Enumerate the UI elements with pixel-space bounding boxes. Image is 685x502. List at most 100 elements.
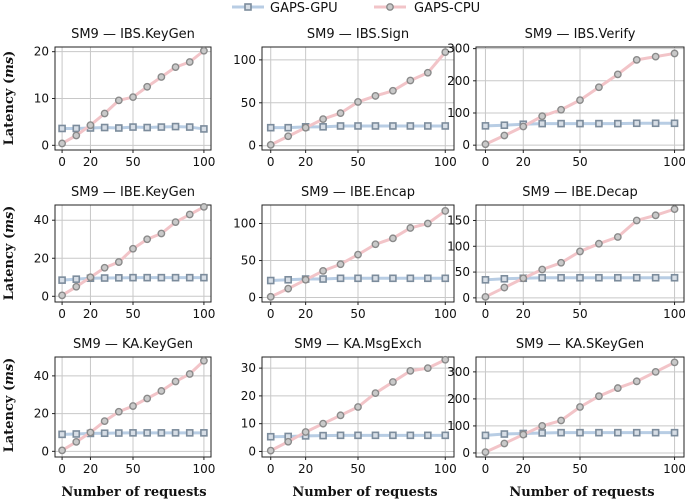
- x-tick-label: 50: [350, 462, 365, 476]
- x-tick-label: 20: [83, 462, 98, 476]
- panel-8: SM9 — KA.MsgExch 0 10 20 30 0 20 50 100: [241, 337, 457, 476]
- x-tick-label: 0: [267, 155, 275, 169]
- gpu-point: [406, 431, 415, 440]
- x-tick-label: 50: [125, 307, 140, 321]
- cpu-point: [595, 392, 603, 401]
- cpu-point: [86, 121, 95, 130]
- gpu-point: [500, 430, 509, 438]
- y-tick-label: 50: [455, 265, 470, 279]
- gpu-point: [185, 273, 194, 282]
- x-tick-label: 100: [192, 307, 215, 321]
- cpu-point: [157, 229, 166, 238]
- x-tick-label: 100: [434, 462, 457, 476]
- gpu-point: [143, 273, 151, 282]
- cpu-point: [557, 105, 565, 114]
- panel-3: SM9 — IBS.Verify 0 100 200 300 0 20 50 100: [447, 27, 685, 169]
- panel-5: SM9 — IBE.Encap 0 50 100 0 20 50 100: [233, 185, 457, 321]
- gpu-point: [115, 124, 123, 132]
- gpu-point: [424, 122, 432, 130]
- x-tick-label: 0: [58, 155, 66, 169]
- gpu-point: [670, 119, 679, 128]
- gpu-point: [557, 119, 565, 128]
- cpu-point: [72, 131, 81, 140]
- gpu-point: [538, 273, 546, 282]
- cpu-point: [185, 58, 194, 66]
- legend: GAPS-GPU GAPS-CPU: [232, 1, 480, 16]
- cpu-point: [595, 239, 603, 248]
- panel-9: SM9 — KA.SKeyGen 0 100 200 300 0 20 50 100: [447, 337, 685, 476]
- gpu-point: [441, 122, 450, 130]
- cpu-point: [613, 70, 622, 79]
- gpu-point: [576, 273, 584, 282]
- x-tick-label: 50: [350, 307, 365, 321]
- gpu-point: [389, 431, 397, 440]
- panel-4: SM9 — IBE.KeyGen 0 20 40 0 20 50 100: [34, 185, 216, 321]
- y-tick-label: 100: [233, 53, 256, 67]
- gpu-point: [266, 123, 275, 132]
- panel-title: SM9 — KA.MsgExch: [294, 337, 421, 352]
- cpu-point: [336, 411, 345, 420]
- cpu-point: [86, 428, 95, 437]
- cpu-point: [441, 48, 450, 57]
- y-axis-label: Latency (ms): [2, 206, 17, 301]
- y-tick-label: 0: [248, 291, 256, 305]
- y-tick-label: 300: [447, 42, 470, 56]
- x-tick-label: 20: [298, 155, 313, 169]
- cpu-point: [632, 216, 641, 225]
- cpu-point: [336, 260, 345, 269]
- gpu-point: [670, 428, 679, 437]
- y-tick-label: 200: [447, 74, 470, 88]
- cpu-point: [538, 112, 547, 121]
- gpu-point: [406, 274, 415, 283]
- cpu-point: [371, 92, 380, 100]
- cpu-point: [157, 73, 166, 81]
- y-tick-label: 0: [41, 138, 49, 152]
- gpu-point: [100, 274, 109, 282]
- cpu-point: [129, 93, 137, 101]
- cpu-point: [354, 250, 362, 259]
- cpu-point: [613, 233, 622, 241]
- gpu-point: [614, 428, 622, 437]
- y-tick-label: 150: [447, 213, 470, 227]
- cpu-point: [651, 367, 660, 376]
- gpu-point: [354, 274, 362, 283]
- cpu-point: [519, 274, 528, 283]
- cpu-point: [389, 86, 397, 95]
- gpu-point: [389, 122, 397, 130]
- x-tick-label: 0: [267, 462, 275, 476]
- y-tick-label: 50: [241, 96, 256, 110]
- cpu-point: [114, 407, 123, 416]
- panel-title: SM9 — IBE.Encap: [301, 185, 415, 200]
- x-tick-label: 0: [58, 462, 66, 476]
- gpu-point: [614, 273, 622, 282]
- cpu-point: [576, 403, 584, 411]
- gpu-point: [500, 121, 509, 130]
- cpu-point: [406, 366, 415, 375]
- x-tick-label: 50: [572, 307, 587, 321]
- cpu-point: [538, 422, 547, 430]
- panel-1: SM9 — IBS.KeyGen 0 10 20 0 20 50 100: [34, 27, 216, 169]
- x-tick-label: 100: [434, 155, 457, 169]
- panel-title: SM9 — IBE.Decap: [522, 185, 637, 200]
- y-tick-label: 10: [34, 92, 49, 106]
- gpu-point: [424, 274, 432, 283]
- x-tick-label: 20: [516, 462, 531, 476]
- gpu-point: [157, 123, 166, 131]
- gpu-point: [481, 276, 490, 284]
- gpu-point: [284, 275, 292, 284]
- cpu-point: [200, 203, 208, 211]
- gpu-point: [266, 432, 275, 441]
- cpu-point: [632, 377, 641, 386]
- gpu-point: [651, 273, 660, 282]
- gpu-point: [336, 274, 345, 283]
- gpu-point: [406, 122, 415, 130]
- cpu-point: [371, 240, 380, 249]
- cpu-point: [100, 417, 109, 426]
- gpu-point: [157, 273, 166, 282]
- gpu-point: [389, 274, 397, 283]
- cpu-point: [576, 96, 584, 105]
- y-tick-label: 30: [241, 361, 256, 375]
- gpu-point: [200, 429, 208, 437]
